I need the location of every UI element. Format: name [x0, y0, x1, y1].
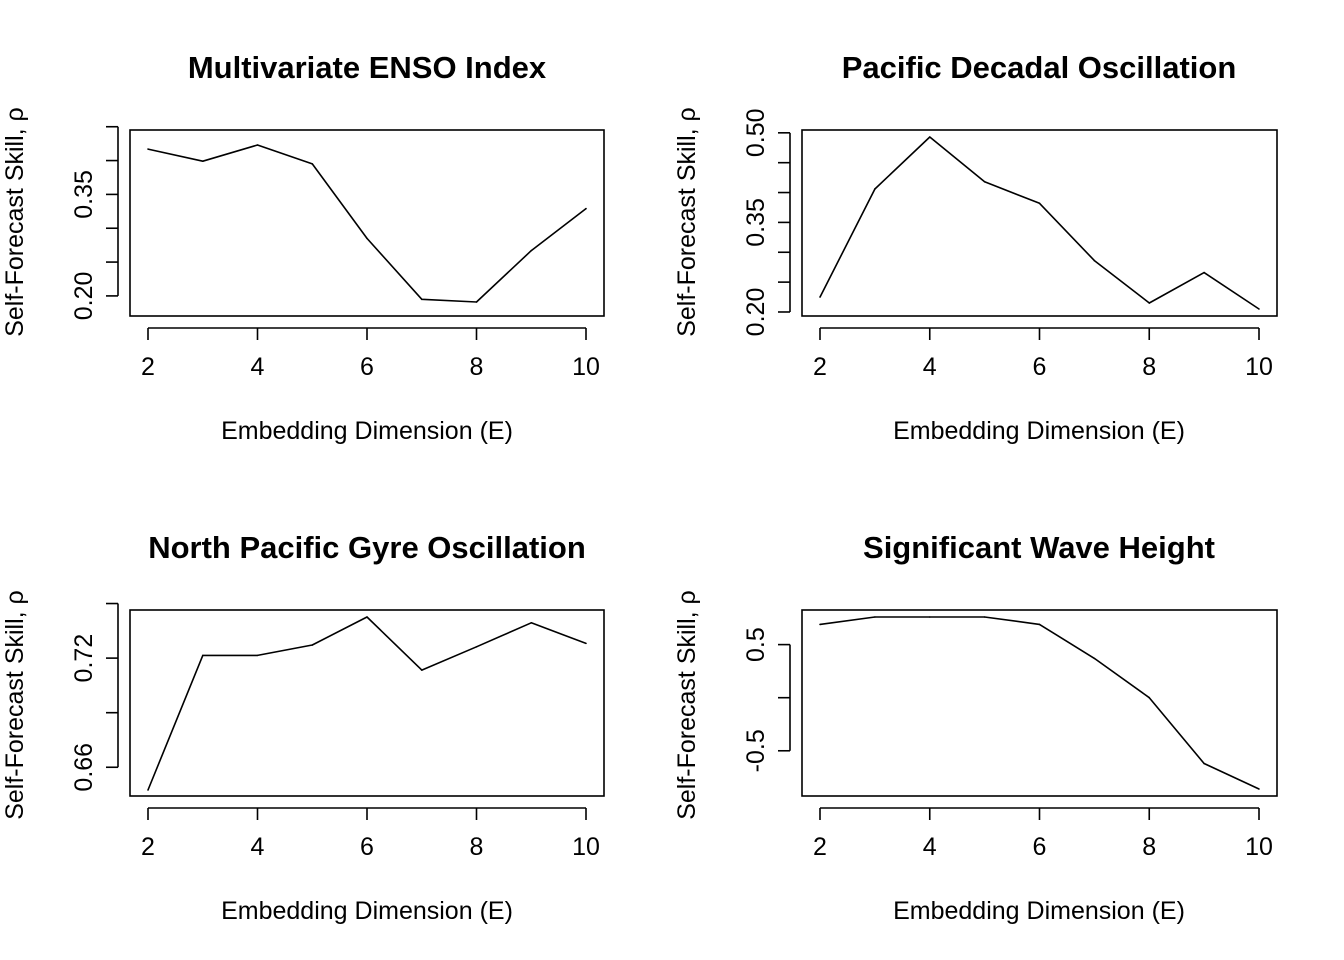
- y-tick-label: 0.72: [70, 634, 98, 683]
- panel-title: North Pacific Gyre Oscillation: [148, 530, 586, 565]
- data-point: [475, 301, 478, 303]
- x-tick-label: 2: [141, 353, 155, 381]
- y-axis: -0.5 0.5: [742, 627, 791, 772]
- x-tick-label: 8: [1142, 353, 1156, 381]
- panel-title: Pacific Decadal Oscillation: [842, 50, 1237, 85]
- y-axis: 0.20 0.35: [70, 125, 119, 321]
- data-point: [928, 136, 931, 138]
- data-point: [1148, 302, 1151, 304]
- panel-multivariate-enso-index: Multivariate ENSO Index Embedding Dimens…: [1, 50, 605, 445]
- data-point: [819, 296, 821, 298]
- x-tick-label: 4: [923, 833, 937, 861]
- y-tick-label: -0.5: [742, 729, 770, 772]
- y-tick-label: 0.66: [70, 743, 98, 792]
- y-axis-label: Self-Forecast Skill, ρ: [673, 107, 701, 337]
- data-point: [1258, 788, 1260, 790]
- data-point: [819, 623, 821, 626]
- y-tick-label: 0.5: [742, 627, 770, 662]
- x-tick-label: 4: [923, 353, 937, 381]
- x-tick-label: 10: [572, 833, 600, 861]
- x-tick-label: 8: [1142, 833, 1156, 861]
- data-point: [1038, 202, 1041, 205]
- panel-title: Multivariate ENSO Index: [188, 50, 547, 85]
- data-point: [1093, 657, 1096, 660]
- data-point: [1038, 623, 1041, 626]
- panel-pacific-decadal-oscillation: Pacific Decadal Oscillation Embedding Di…: [673, 50, 1278, 445]
- plot-frame: [129, 129, 605, 317]
- data-point: [420, 298, 423, 301]
- x-axis: 2 4 6 8 10: [141, 807, 600, 861]
- x-tick-label: 10: [1245, 353, 1273, 381]
- data-point: [366, 237, 368, 240]
- data-point: [983, 180, 986, 183]
- data-point: [1148, 696, 1151, 699]
- data-point: [1203, 271, 1205, 274]
- x-tick-label: 2: [813, 833, 827, 861]
- x-tick-label: 2: [141, 833, 155, 861]
- y-axis-label: Self-Forecast Skill, ρ: [1, 590, 29, 820]
- data-point: [530, 622, 533, 624]
- plot-frame: [801, 609, 1278, 797]
- data-point: [201, 160, 204, 163]
- x-axis-label: Embedding Dimension (E): [221, 417, 513, 445]
- x-axis-label: Embedding Dimension (E): [893, 417, 1185, 445]
- data-point: [874, 188, 876, 190]
- data-point: [147, 148, 149, 150]
- x-tick-label: 6: [1033, 353, 1047, 381]
- y-axis-label: Self-Forecast Skill, ρ: [1, 107, 29, 337]
- data-point: [983, 616, 986, 618]
- panel-north-pacific-gyre-oscillation: North Pacific Gyre Oscillation Embedding…: [1, 530, 605, 925]
- data-point: [585, 642, 587, 645]
- data-point: [475, 646, 478, 648]
- data-point: [201, 654, 204, 657]
- x-axis-label: Embedding Dimension (E): [221, 897, 513, 925]
- data-point: [530, 249, 533, 252]
- data-point: [1258, 308, 1260, 310]
- data-point: [1203, 762, 1205, 765]
- data-point: [928, 616, 931, 618]
- data-point: [420, 669, 423, 671]
- y-tick-label: 0.35: [70, 170, 98, 219]
- y-tick-label: 0.20: [742, 288, 770, 337]
- panel-title: Significant Wave Height: [863, 530, 1215, 565]
- panel-significant-wave-height: Significant Wave Height Embedding Dimens…: [673, 530, 1278, 925]
- x-tick-label: 2: [813, 353, 827, 381]
- y-axis: 0.66 0.72: [70, 602, 119, 792]
- data-point: [311, 644, 314, 646]
- data-point: [366, 616, 368, 618]
- y-axis-label: Self-Forecast Skill, ρ: [673, 590, 701, 820]
- y-tick-label: 0.50: [742, 108, 770, 157]
- x-axis: 2 4 6 8 10: [141, 327, 600, 381]
- plot-frame: [129, 609, 605, 797]
- x-tick-label: 10: [572, 353, 600, 381]
- x-tick-label: 8: [470, 353, 484, 381]
- y-tick-label: 0.35: [742, 198, 770, 247]
- x-axis-label: Embedding Dimension (E): [893, 897, 1185, 925]
- x-tick-label: 6: [360, 353, 374, 381]
- data-point: [585, 207, 587, 210]
- data-point: [1093, 259, 1096, 262]
- data-point: [311, 163, 314, 165]
- x-axis: 2 4 6 8 10: [813, 807, 1273, 861]
- x-axis: 2 4 6 8 10: [813, 327, 1273, 381]
- plot-frame: [801, 129, 1278, 317]
- data-point: [874, 616, 876, 618]
- x-tick-label: 10: [1245, 833, 1273, 861]
- data-point: [147, 789, 149, 791]
- x-tick-label: 4: [251, 833, 265, 861]
- x-tick-label: 4: [251, 353, 265, 381]
- x-tick-label: 6: [1033, 833, 1047, 861]
- x-tick-label: 8: [470, 833, 484, 861]
- data-point: [256, 144, 259, 146]
- y-axis: 0.20 0.35 0.50: [742, 108, 791, 337]
- x-tick-label: 6: [360, 833, 374, 861]
- y-tick-label: 0.20: [70, 272, 98, 321]
- data-point: [256, 654, 259, 657]
